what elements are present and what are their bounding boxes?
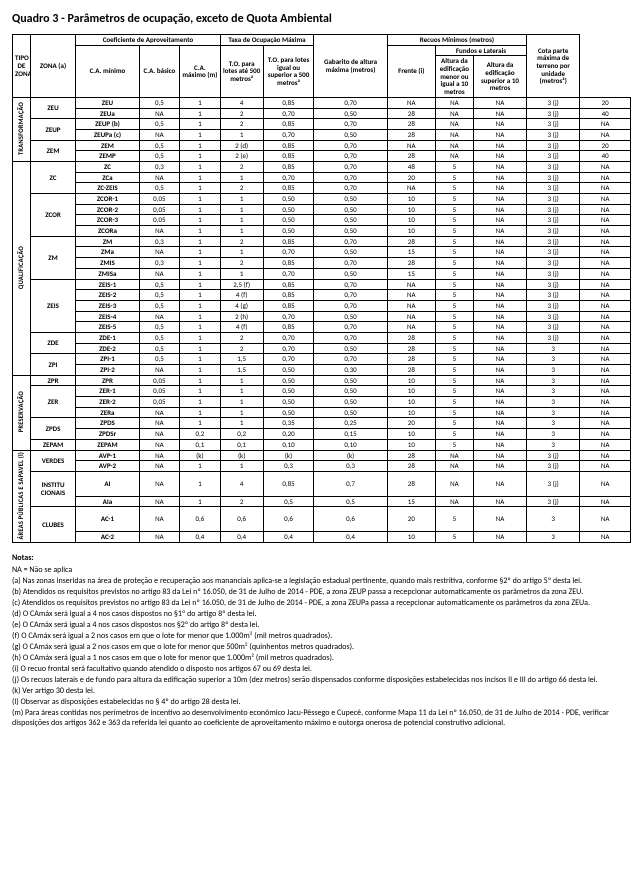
note-line: (h) O CAmáx será igual a 1 nos casos em … — [12, 653, 631, 663]
table-row: ZERaNA110,500,50105NA3NA — [13, 407, 631, 418]
table-row: ÁREAS PÚBLICAS E SAPAVEL (l)VERDESAVP-1N… — [13, 450, 631, 461]
table-row: ZEPAMZEPAMNA0,10,10,100,10105NA3NA — [13, 439, 631, 450]
note-line: (m) Para áreas contidas nos perímetros d… — [12, 708, 631, 728]
table-row: ZCORZCOR-10,05110,500,50105NA3 (j)NA — [13, 194, 631, 205]
table-row: ZDEZDE-10,5120,700,70285NA3 (j)NA — [13, 332, 631, 343]
notes-section: Notas: NA = Não se aplica(a) Nas zonas in… — [12, 553, 631, 728]
table-title: Quadro 3 - Parâmetros de ocupação, excet… — [12, 12, 631, 26]
note-line: (a) Nas zonas inseridas na área de prote… — [12, 576, 631, 586]
table-row: QUALIFICAÇÃOZCZC0,3120,850,70485NA3 (j)N… — [13, 161, 631, 172]
table-row: ZCORaNA110,500,50105NA3 (j)NA — [13, 226, 631, 237]
table-row: ZMISaNA110,700,50155NA3 (j)NA — [13, 268, 631, 279]
table-row: ZDE-20,5120,700,50285NA3NA — [13, 343, 631, 354]
table-row: ZEISZEIS-10,512,5 (f)0,850,70NA5NA3 (j)N… — [13, 279, 631, 290]
table-row: AIaNA120,50,515NANA3 (j)NA — [13, 496, 631, 507]
table-row: ZEUPZEUP (b)0,5120,850,7028NANA3 (j)NA — [13, 119, 631, 130]
table-row: ZMZM0,3120,850,70285NA3 (j)NA — [13, 236, 631, 247]
table-row: ZPDSrNA0,20,20,200,15105NA3NA — [13, 429, 631, 440]
note-line: (j) Os recuos laterais e de fundo para a… — [12, 675, 631, 685]
table-row: ZCOR-20,05110,500,50105NA3 (j)NA — [13, 204, 631, 215]
table-row: PRESERVAÇÃOZPRZPR0,05110,500,50105NA3NA — [13, 375, 631, 386]
note-line: (c) Atendidos os requisitos previstos no… — [12, 598, 631, 608]
note-line: (g) O CAmáx será igual a 2 nos casos em … — [12, 642, 631, 652]
note-line: (e) O CAmáx será igual a 4 nos casos dis… — [12, 620, 631, 630]
parameters-table: TIPO DE ZONAZONA (a)Coeficiente de Aprov… — [12, 34, 631, 543]
table-row: ZMaNA110,700,50155NA3 (j)NA — [13, 247, 631, 258]
table-row: AVP-2NA110,30,328NANA3 (j)NA — [13, 461, 631, 472]
note-line: (l) Observar as disposições estabelecida… — [12, 697, 631, 707]
table-row: ZC-ZEIS0,5120,850,70NA5NA3 (j)NA — [13, 183, 631, 194]
table-row: ZPI-2NA11,50,500,30285NA3NA — [13, 365, 631, 376]
table-row: ZERZER-10,05110,500,50105NA3NA — [13, 386, 631, 397]
table-row: ZEMP0,512 (e)0,850,7028NANA3 (j)40 — [13, 151, 631, 162]
table-row: ZEIS-30,514 (g)0,850,70NA5NA3 (j)NA — [13, 300, 631, 311]
note-line: (k) Ver artigo 30 desta lei. — [12, 686, 631, 696]
table-row: ZPIZPI-10,511,50,700,70285NA3NA — [13, 354, 631, 365]
table-row: ZEUaNA120,700,5028NANA3 (j)40 — [13, 108, 631, 119]
note-line: (b) Atendidos os requisitos previstos no… — [12, 587, 631, 597]
note-line: NA = Não se aplica — [12, 565, 631, 575]
table-row: ZER-20,05110,500,50105NA3NA — [13, 397, 631, 408]
table-row: ZEIS-20,514 (f)0,850,70NA5NA3 (j)NA — [13, 290, 631, 301]
note-line: (d) O CAmáx será igual a 4 nos casos dis… — [12, 609, 631, 619]
note-line: (f) O CAmáx será igual a 2 nos casos em … — [12, 631, 631, 641]
table-row: ZEIS-50,514 (f)0,850,70NA5NA3 (j)NA — [13, 322, 631, 333]
table-row: ZEMZEM0,512 (d)0,850,70NANANA3 (j)20 — [13, 140, 631, 151]
notes-header: Notas: — [12, 553, 631, 563]
table-row: ZEUPa (c)NA110,700,5028NANA3 (j)NA — [13, 129, 631, 140]
table-row: ZEIS-4NA12 (h)0,700,50NA5NA3 (j)NA — [13, 311, 631, 322]
table-row: ZCOR-30,05110,500,50105NA3 (j)NA — [13, 215, 631, 226]
table-row: AC-2NA0,40,40,40,4105NA3NA — [13, 532, 631, 543]
table-row: INSTITU CIONAISAINA140,850,728NANA3 (j)N… — [13, 471, 631, 496]
note-line: (i) O recuo frontal será facultativo qua… — [12, 664, 631, 674]
table-row: ZPDSZPDSNA110,350,25205NA3NA — [13, 418, 631, 429]
table-row: ZMIS0,3120,850,70285NA3 (j)NA — [13, 258, 631, 269]
table-row: CLUBESAC-1NA0,60,60,60,6205NA3NA — [13, 507, 631, 532]
table-row: TRANSFORMAÇÃOZEUZEU0,5140,850,70NANANA3 … — [13, 97, 631, 108]
table-row: ZCaNA110,700,70205NA3 (j)NA — [13, 172, 631, 183]
